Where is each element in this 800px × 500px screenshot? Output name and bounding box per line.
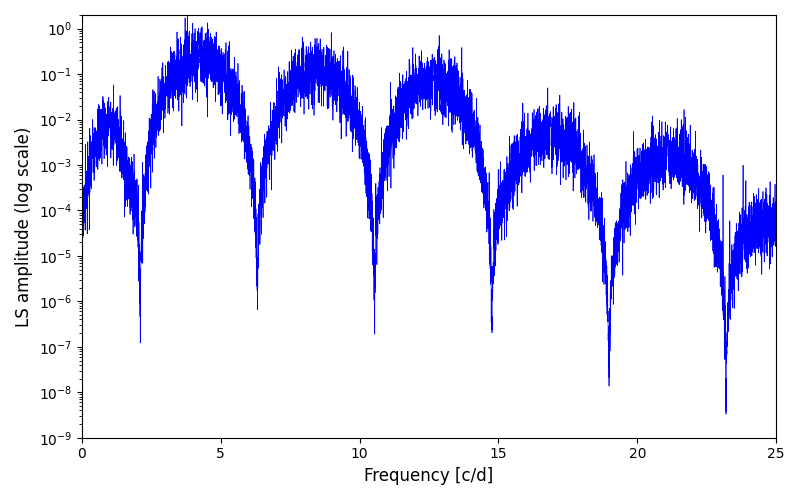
Y-axis label: LS amplitude (log scale): LS amplitude (log scale) (15, 126, 33, 326)
X-axis label: Frequency [c/d]: Frequency [c/d] (364, 467, 494, 485)
